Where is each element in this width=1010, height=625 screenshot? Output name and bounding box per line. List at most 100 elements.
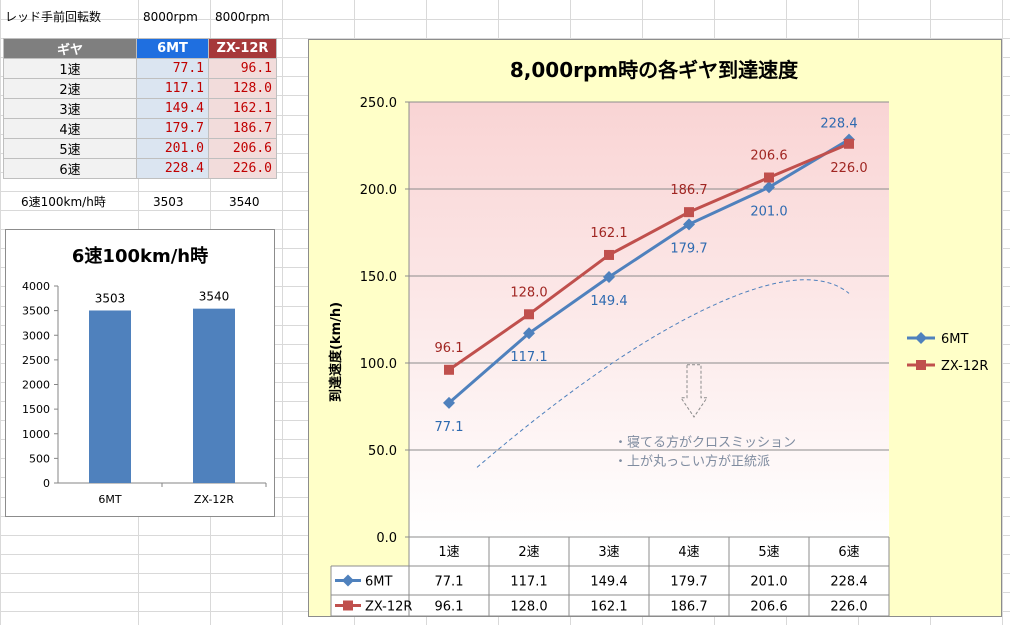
mt-speed-cell[interactable]: 117.1 — [136, 78, 209, 99]
y-tick-label: 0.0 — [376, 531, 397, 546]
data-point-square[interactable] — [524, 309, 534, 320]
gear-cell[interactable]: 2速 — [3, 78, 137, 99]
mt-speed-cell[interactable]: 149.4 — [136, 98, 209, 119]
table-value-cell: 149.4 — [590, 575, 627, 590]
annotation-text: ・上が丸っこい方が正統派 — [614, 454, 770, 470]
data-point-diamond[interactable] — [523, 327, 535, 340]
table-value-cell: 186.7 — [670, 600, 707, 615]
data-label: 149.4 — [590, 294, 627, 309]
table-row: 3速 149.4 162.1 — [3, 98, 277, 119]
data-point-square[interactable] — [764, 172, 774, 183]
y-tick-label: 50.0 — [368, 444, 397, 459]
y-tick-label: 100.0 — [360, 357, 397, 372]
x-tick-label: 6速 — [838, 545, 859, 560]
data-label: 162.1 — [590, 226, 627, 241]
bar-y-tick-label: 2500 — [22, 354, 50, 367]
header-gear: ギヤ — [3, 38, 137, 59]
mt-rpm-value: 8000rpm — [143, 10, 198, 24]
line-chart-gear-speeds[interactable]: 8,000rpm時の各ギヤ到達速度 到達速度(km/h) 0.0 50.0 100.… — [308, 39, 1002, 617]
table-value-cell: 117.1 — [510, 575, 547, 590]
data-point-square[interactable] — [844, 138, 854, 149]
mt-speed-cell[interactable]: 201.0 — [136, 138, 209, 159]
data-label: 186.7 — [670, 183, 707, 198]
zx-speed-cell[interactable]: 162.1 — [208, 98, 277, 119]
table-value-cell: 96.1 — [435, 600, 464, 615]
guide-curve — [476, 279, 850, 468]
data-point-diamond[interactable] — [763, 181, 775, 194]
bar-y-tick-label: 3000 — [22, 329, 50, 342]
table-row: 2速 117.1 128.0 — [3, 78, 277, 99]
bar-y-tick-label: 1500 — [22, 403, 50, 416]
gear-cell[interactable]: 5速 — [3, 138, 137, 159]
data-label: 96.1 — [435, 341, 464, 356]
table-value-cell: 77.1 — [435, 575, 464, 590]
data-label: 201.0 — [750, 204, 787, 219]
legend-label[interactable]: 6MT — [941, 332, 968, 347]
gear-speed-table: ギヤ 6MT ZX-12R 1速 77.1 96.1 2速 117.1 128.0 3速… — [3, 38, 277, 179]
y-tick-label: 150.0 — [360, 270, 397, 285]
annotation-text: ・寝てる方がクロスミッション — [614, 435, 796, 451]
bar[interactable] — [89, 310, 131, 483]
table-row: 1速 77.1 96.1 — [3, 58, 277, 79]
series-line-1[interactable] — [448, 142, 850, 372]
zx-rpm-at-100: 3540 — [229, 195, 260, 209]
data-label: 228.4 — [820, 117, 857, 132]
bar-y-tick-label: 0 — [43, 477, 50, 490]
bar-chart-rpm-at-100[interactable]: 6速100km/h時 0 500 1000 1500 2000 2500 3000 3500 4… — [5, 229, 275, 517]
x-tick-label: 3速 — [598, 545, 619, 560]
data-point-diamond[interactable] — [603, 271, 615, 284]
x-tick-label: 2速 — [518, 545, 539, 560]
bar-y-tick-label: 1000 — [22, 428, 50, 441]
mt-speed-cell[interactable]: 179.7 — [136, 118, 209, 139]
legend-label[interactable]: ZX-12R — [941, 359, 988, 374]
table-header-row: ギヤ 6MT ZX-12R — [3, 38, 277, 59]
data-table-bg — [331, 566, 889, 616]
gear-cell[interactable]: 4速 — [3, 118, 137, 139]
plot-area — [409, 102, 889, 537]
line-chart-title: 8,000rpm時の各ギヤ到達速度 — [510, 58, 799, 82]
table-value-cell: 226.0 — [830, 600, 867, 615]
data-label: 77.1 — [435, 420, 464, 435]
header-zx12r: ZX-12R — [208, 38, 277, 59]
table-value-cell: 206.6 — [750, 600, 787, 615]
gear-cell[interactable]: 3速 — [3, 98, 137, 119]
bar[interactable] — [193, 308, 235, 483]
data-point-square[interactable] — [444, 364, 454, 375]
data-label: 226.0 — [830, 161, 867, 176]
gear-cell[interactable]: 1速 — [3, 58, 137, 79]
legend-marker — [915, 332, 927, 344]
table-legend-marker — [342, 574, 354, 587]
zx-speed-cell[interactable]: 226.0 — [208, 158, 277, 179]
zx-speed-cell[interactable]: 96.1 — [208, 58, 277, 79]
data-point-diamond[interactable] — [683, 218, 695, 231]
zx-rpm-value: 8000rpm — [215, 10, 270, 24]
table-value-cell: 162.1 — [590, 600, 627, 615]
data-label: 206.6 — [750, 149, 787, 164]
table-value-cell: 201.0 — [750, 575, 787, 590]
series-line-0[interactable] — [448, 138, 850, 404]
y-tick-label: 250.0 — [360, 96, 397, 111]
zx-speed-cell[interactable]: 206.6 — [208, 138, 277, 159]
zx-speed-cell[interactable]: 128.0 — [208, 78, 277, 99]
data-point-diamond[interactable] — [443, 396, 455, 409]
y-axis-label: 到達速度(km/h) — [328, 302, 344, 402]
table-legend-marker — [343, 600, 353, 611]
bar-x-tick-label: ZX-12R — [194, 493, 234, 506]
data-point-square[interactable] — [684, 207, 694, 218]
bar-y-tick-label: 2000 — [22, 379, 50, 392]
line-chart-svg: 8,000rpm時の各ギヤ到達速度 到達速度(km/h) 0.0 50.0 100.… — [328, 58, 988, 617]
x-tick-label: 4速 — [678, 545, 699, 560]
mt-rpm-at-100: 3503 — [153, 195, 184, 209]
table-value-cell: 228.4 — [830, 575, 867, 590]
y-tick-label: 200.0 — [360, 183, 397, 198]
table-value-cell: 128.0 — [510, 600, 547, 615]
legend-marker — [916, 360, 926, 370]
table-row: 4速 179.7 186.7 — [3, 118, 277, 139]
table-row: 5速 201.0 206.6 — [3, 138, 277, 159]
gear-cell[interactable]: 6速 — [3, 158, 137, 179]
data-point-square[interactable] — [604, 249, 614, 260]
zx-speed-cell[interactable]: 186.7 — [208, 118, 277, 139]
mt-speed-cell[interactable]: 77.1 — [136, 58, 209, 79]
mt-speed-cell[interactable]: 228.4 — [136, 158, 209, 179]
bar-chart-title: 6速100km/h時 — [72, 245, 208, 267]
